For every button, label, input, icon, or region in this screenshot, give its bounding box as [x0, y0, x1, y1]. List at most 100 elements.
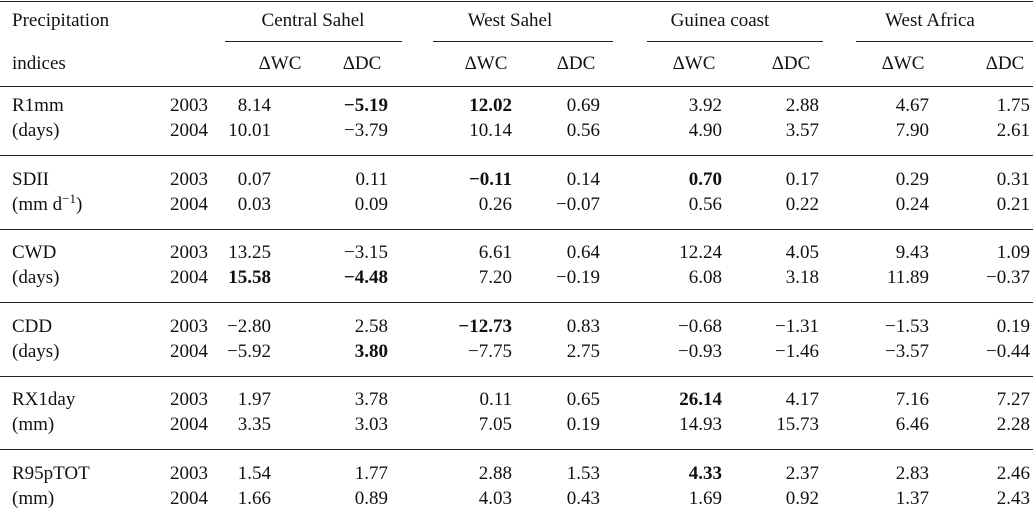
- cell-value: 0.29: [895, 168, 929, 190]
- cell-value: 3.80: [354, 340, 388, 362]
- cell-value: 6.61: [478, 242, 512, 264]
- header-title: indices: [12, 53, 66, 74]
- year: 2003: [170, 95, 208, 116]
- cell-value: 4.03: [478, 488, 512, 509]
- cell-value: 4.67: [895, 95, 929, 116]
- group-rule: [856, 41, 1033, 42]
- cell-value: 0.43: [566, 488, 600, 509]
- sub-header: ΔWC: [881, 53, 925, 74]
- cell-value: 15.58: [228, 267, 271, 289]
- cell-value: −4.48: [343, 267, 388, 289]
- group-header: West Africa: [885, 10, 975, 31]
- cell-value: 2.61: [996, 120, 1030, 141]
- cell-value: 10.01: [228, 120, 271, 141]
- cell-value: −3.57: [885, 340, 929, 362]
- header-title: Precipitation: [12, 10, 110, 31]
- cell-value: 1.69: [688, 488, 722, 509]
- cell-value: 0.19: [996, 315, 1030, 337]
- cell-value: 0.31: [996, 168, 1030, 190]
- cell-value: 6.46: [895, 414, 929, 436]
- year: 2003: [170, 168, 208, 190]
- sub-header: ΔDC: [985, 53, 1025, 74]
- cell-value: 0.26: [478, 193, 512, 215]
- unit-exponent: −1: [62, 190, 76, 206]
- cell-value: 0.92: [785, 488, 819, 509]
- year: 2003: [170, 463, 208, 484]
- index-unit: (days): [12, 341, 59, 363]
- cell-value: 4.90: [688, 120, 722, 141]
- row-rule: [0, 449, 1033, 450]
- cell-value: 1.09: [996, 242, 1030, 264]
- cell-value: 2.88: [478, 463, 512, 484]
- cell-value: 9.43: [895, 242, 929, 264]
- year: 2004: [170, 193, 208, 215]
- group-rule: [647, 41, 823, 42]
- cell-value: 7.27: [996, 389, 1030, 411]
- cell-value: 4.05: [785, 242, 819, 264]
- cell-value: 0.69: [566, 95, 600, 116]
- index-name: R95pTOT: [12, 463, 90, 484]
- group-header: Central Sahel: [261, 10, 365, 31]
- year: 2004: [170, 267, 208, 289]
- year: 2003: [170, 389, 208, 411]
- unit-text: (days): [12, 120, 60, 141]
- cell-value: 7.16: [895, 389, 929, 411]
- group-header: West Sahel: [467, 10, 553, 31]
- cell-value: 7.05: [478, 414, 512, 436]
- cell-value: 1.97: [237, 389, 271, 411]
- row-rule: [0, 302, 1033, 303]
- unit-text: ): [75, 193, 83, 215]
- sub-header: ΔDC: [556, 53, 596, 74]
- cell-value: 26.14: [679, 389, 722, 411]
- cell-value: 8.14: [237, 95, 271, 116]
- cell-value: 12.02: [469, 95, 512, 116]
- cell-value: −0.44: [986, 340, 1030, 362]
- index-name: CWD: [12, 242, 57, 264]
- year: 2004: [170, 414, 208, 436]
- cell-value: 11.89: [886, 267, 929, 289]
- cell-value: −0.07: [556, 193, 600, 215]
- index-unit: (mm): [12, 414, 54, 436]
- index-name: CDD: [12, 315, 53, 337]
- unit-text: (days): [12, 340, 60, 362]
- cell-value: 10.14: [469, 120, 512, 141]
- sub-header: ΔDC: [342, 53, 382, 74]
- header-rule: [0, 86, 1033, 87]
- cell-value: 0.64: [566, 242, 600, 264]
- year: 2004: [170, 340, 208, 362]
- unit-text: (mm): [12, 414, 55, 436]
- cell-value: 0.24: [895, 193, 929, 215]
- sub-header: ΔWC: [464, 53, 508, 74]
- sub-header: ΔDC: [771, 53, 811, 74]
- cell-value: 0.11: [355, 168, 388, 190]
- cell-value: 1.75: [996, 95, 1030, 116]
- index-unit: (days): [12, 120, 59, 142]
- cell-value: −1.46: [775, 340, 819, 362]
- cell-value: 2.88: [785, 95, 819, 116]
- cell-value: 7.20: [478, 267, 512, 289]
- sub-header: ΔWC: [258, 53, 302, 74]
- cell-value: 7.90: [895, 120, 929, 141]
- cell-value: 0.56: [688, 193, 722, 215]
- cell-value: 3.57: [785, 120, 819, 141]
- cell-value: 13.25: [228, 242, 271, 264]
- cell-value: 6.08: [688, 267, 722, 289]
- cell-value: 0.21: [996, 193, 1030, 215]
- cell-value: 2.58: [354, 315, 388, 337]
- index-name: SDII: [12, 168, 49, 190]
- cell-value: −0.68: [678, 315, 722, 337]
- cell-value: 4.33: [688, 463, 722, 484]
- index-name: R1mm: [12, 95, 64, 116]
- cell-value: 0.19: [566, 414, 600, 436]
- cell-value: 0.11: [479, 389, 512, 411]
- cell-value: −5.92: [227, 340, 271, 362]
- cell-value: 4.17: [785, 389, 819, 411]
- cell-value: 14.93: [679, 414, 722, 436]
- cell-value: 1.53: [566, 463, 600, 484]
- cell-value: 3.35: [237, 414, 271, 436]
- cell-value: 2.43: [996, 488, 1030, 509]
- cell-value: 0.03: [237, 193, 271, 215]
- cell-value: 0.17: [785, 168, 819, 190]
- index-unit: (mm): [12, 488, 54, 510]
